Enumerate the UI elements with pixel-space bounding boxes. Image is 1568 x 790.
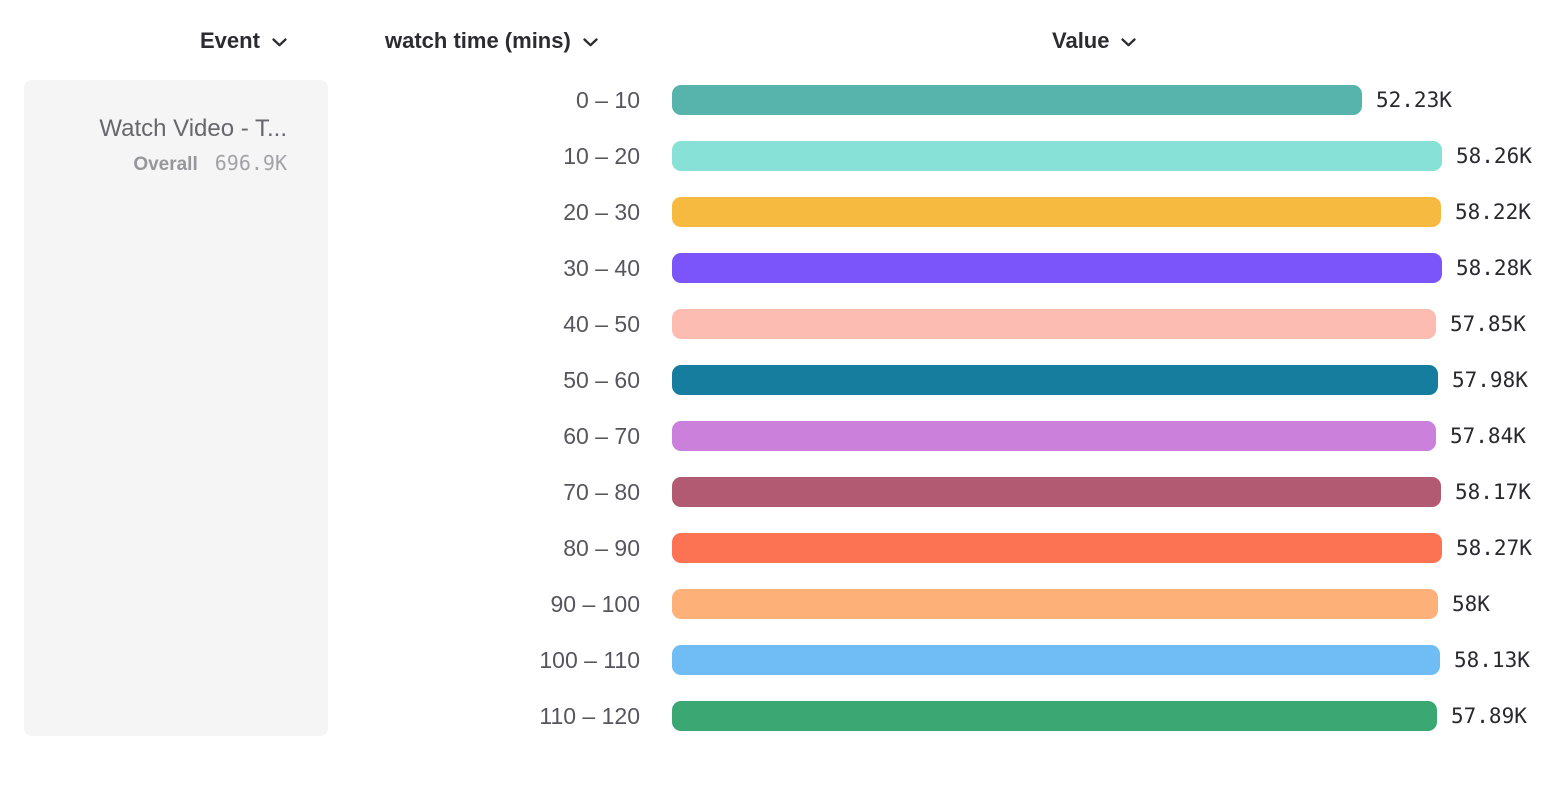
bar-row: 20 – 30 58.22K	[0, 184, 1568, 240]
category-label: 50 – 60	[563, 366, 640, 393]
bar[interactable]	[672, 85, 1362, 115]
bar[interactable]	[672, 477, 1441, 507]
bar-value: 58.13K	[1454, 648, 1530, 672]
column-header-breakdown-label: watch time (mins)	[385, 28, 571, 53]
category-label: 0 – 10	[576, 86, 640, 113]
bar-area: 58.22K	[672, 197, 1531, 227]
bar-value: 57.84K	[1450, 424, 1526, 448]
event-title: Watch Video - T...	[99, 115, 287, 142]
bar-value: 57.85K	[1450, 312, 1526, 336]
bar[interactable]	[672, 365, 1438, 395]
overall-label: Overall	[133, 154, 198, 175]
bar-row: 10 – 20 58.26K	[0, 128, 1568, 184]
bar-area: 58.17K	[672, 477, 1531, 507]
bar-row: 50 – 60 57.98K	[0, 352, 1568, 408]
category-label: 30 – 40	[563, 254, 640, 281]
bar-row: 40 – 50 57.85K	[0, 296, 1568, 352]
bar-value: 58.22K	[1455, 200, 1531, 224]
bar-row: 90 – 100 58K	[0, 576, 1568, 632]
bar-row: 110 – 120 57.89K	[0, 688, 1568, 744]
bar-row: 0 – 10 52.23K	[0, 72, 1568, 128]
bar-row: 80 – 90 58.27K	[0, 520, 1568, 576]
bar-value: 57.89K	[1451, 704, 1527, 728]
chevron-down-icon	[1121, 38, 1137, 47]
chevron-down-icon	[583, 38, 598, 47]
bar-row: 100 – 110 58.13K	[0, 632, 1568, 688]
bar-area: 58.26K	[672, 141, 1532, 171]
bar-area: 58.13K	[672, 645, 1530, 675]
event-overall-row: Overall 696.9K	[24, 151, 287, 176]
bar-area: 58K	[672, 589, 1490, 619]
bar-area: 58.27K	[672, 533, 1532, 563]
category-label: 70 – 80	[563, 478, 640, 505]
column-header-value[interactable]: Value	[1052, 28, 1137, 54]
category-label: 80 – 90	[563, 534, 640, 561]
bar[interactable]	[672, 421, 1436, 451]
bar[interactable]	[672, 589, 1438, 619]
bar[interactable]	[672, 645, 1440, 675]
column-header-event-label: Event	[200, 28, 260, 53]
bar[interactable]	[672, 309, 1436, 339]
bar[interactable]	[672, 533, 1442, 563]
category-label: 20 – 30	[563, 198, 640, 225]
bar-value: 58.17K	[1455, 480, 1531, 504]
category-label: 100 – 110	[539, 646, 640, 673]
category-label: 90 – 100	[550, 590, 640, 617]
column-header-breakdown[interactable]: watch time (mins)	[385, 28, 598, 54]
chart-rows: 0 – 10 52.23K 10 – 20 58.26K 20 – 30 58.22K 30…	[0, 72, 1568, 744]
category-label: 10 – 20	[563, 142, 640, 169]
column-header-value-label: Value	[1052, 28, 1110, 53]
bar[interactable]	[672, 197, 1441, 227]
bar-row: 60 – 70 57.84K	[0, 408, 1568, 464]
overall-value: 696.9K	[214, 151, 287, 175]
category-label: 40 – 50	[563, 310, 640, 337]
bar-area: 57.85K	[672, 309, 1526, 339]
bar-area: 57.98K	[672, 365, 1528, 395]
bar-value: 58.28K	[1456, 256, 1532, 280]
event-card: Watch Video - T... Overall 696.9K	[24, 80, 328, 736]
bar[interactable]	[672, 701, 1437, 731]
bar-value: 58K	[1452, 592, 1490, 616]
bar-value: 57.98K	[1452, 368, 1528, 392]
category-label: 110 – 120	[539, 702, 640, 729]
bar-area: 57.89K	[672, 701, 1527, 731]
bar-area: 58.28K	[672, 253, 1532, 283]
bar[interactable]	[672, 253, 1442, 283]
bar-value: 58.26K	[1456, 144, 1532, 168]
bar-area: 57.84K	[672, 421, 1526, 451]
category-label: 60 – 70	[563, 422, 640, 449]
bar-area: 52.23K	[672, 85, 1452, 115]
bar-value: 52.23K	[1376, 88, 1452, 112]
chevron-down-icon	[272, 38, 287, 47]
bar-row: 30 – 40 58.28K	[0, 240, 1568, 296]
bar[interactable]	[672, 141, 1442, 171]
bar-value: 58.27K	[1456, 536, 1532, 560]
column-header-event[interactable]: Event	[200, 28, 287, 54]
bar-row: 70 – 80 58.17K	[0, 464, 1568, 520]
